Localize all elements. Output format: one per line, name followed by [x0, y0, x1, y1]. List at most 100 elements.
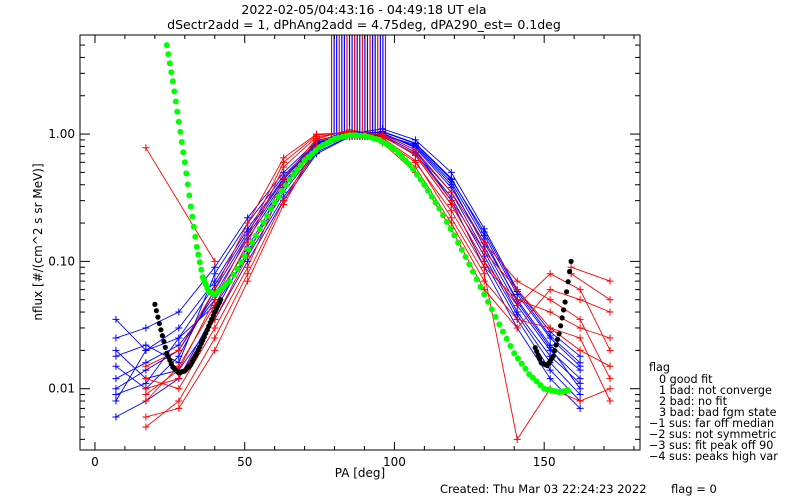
data-point-blue	[447, 175, 455, 183]
green-fit-dot	[515, 355, 521, 362]
green-fit-dot	[230, 271, 237, 278]
data-point-blue	[546, 344, 554, 352]
green-fit-dot	[249, 239, 256, 246]
created-timestamp: Created: Thu Mar 03 22:24:23 2022	[440, 482, 647, 496]
data-point-red	[546, 270, 554, 278]
green-fit-dot	[421, 181, 428, 188]
green-fit-dot	[492, 313, 499, 320]
green-fit-dot	[395, 150, 402, 156]
data-point-blue	[546, 332, 554, 340]
green-fit-dot	[192, 233, 199, 240]
green-fit-dot	[466, 261, 473, 268]
data-point-blue	[112, 315, 120, 323]
black-fit-dot	[156, 320, 162, 327]
black-fit-dot	[567, 268, 573, 275]
green-fit-dot	[169, 78, 176, 85]
x-tick-label: 0	[91, 455, 99, 469]
green-fit-dot	[275, 193, 282, 200]
series-line-blue	[115, 130, 581, 380]
green-fit-dot	[477, 283, 484, 290]
green-fit-dot	[286, 176, 293, 183]
data-point-blue	[112, 352, 120, 360]
data-point-red	[244, 277, 252, 285]
data-point-blue	[480, 228, 488, 236]
green-fit-dot	[226, 278, 233, 285]
green-fit-dot	[171, 88, 178, 95]
black-fit-dot	[153, 308, 159, 314]
green-fit-dot	[196, 259, 203, 266]
green-fit-dot	[425, 187, 432, 194]
data-point-red	[576, 346, 584, 354]
black-fit-dot	[564, 289, 570, 295]
green-fit-dot	[183, 170, 190, 177]
data-point-red	[606, 375, 614, 383]
black-fit-dot	[561, 307, 567, 313]
legend-item: −4 sus: peaks high var	[649, 450, 778, 463]
green-fit-dot	[279, 188, 286, 194]
data-point-blue	[546, 366, 554, 374]
green-fit-dot	[436, 205, 443, 212]
data-point-red	[447, 188, 455, 196]
outlier-line	[145, 147, 216, 262]
data-point-red	[576, 296, 584, 304]
data-point-red	[280, 174, 288, 182]
flag-legend: flag 0 good fit 1 bad: not converge 2 ba…	[649, 361, 778, 463]
black-fit-dot	[559, 315, 565, 321]
green-fit-dot	[500, 328, 506, 335]
green-fit-dot	[398, 153, 405, 160]
fit-curves	[152, 42, 574, 396]
data-point-blue	[576, 359, 584, 367]
data-point-red	[513, 286, 521, 294]
black-fit-dot	[155, 314, 161, 320]
data-point-red	[175, 375, 183, 383]
data-point-red	[513, 277, 521, 285]
green-fit-dot	[181, 159, 188, 166]
data-point-blue	[513, 308, 521, 316]
data-point-blue	[211, 270, 219, 278]
black-fit-dot	[152, 301, 158, 307]
green-fit-dot	[496, 321, 503, 328]
data-point-blue	[447, 168, 455, 176]
y-tick-label: 1.00	[48, 127, 75, 141]
data-point-red	[576, 334, 584, 342]
green-fit-dot	[455, 239, 462, 246]
green-fit-dot	[402, 157, 409, 164]
green-fit-dot	[488, 306, 495, 313]
green-fit-dot	[451, 232, 458, 239]
data-point-red	[606, 346, 614, 354]
data-point-blue	[112, 334, 120, 342]
green-fit-dot	[168, 69, 175, 76]
green-fit-dot	[533, 378, 540, 385]
y-tick-label: 0.01	[48, 382, 75, 396]
data-point-red	[280, 200, 288, 208]
data-point-red	[175, 397, 183, 405]
data-point-red	[142, 362, 150, 370]
black-fit-dot	[158, 327, 164, 333]
green-fit-dot	[565, 387, 572, 394]
legend-item: −2 sus: not symmetric	[649, 428, 776, 441]
green-fit-dot	[294, 167, 301, 173]
data-point-red	[513, 302, 521, 310]
green-fit-dot	[473, 276, 480, 283]
data-point-red	[606, 362, 614, 370]
green-fit-dot	[391, 146, 398, 153]
plot-frame	[79, 34, 641, 451]
green-fit-dot	[428, 193, 435, 200]
data-point-red	[142, 391, 150, 399]
data-point-red	[280, 158, 288, 166]
data-point-blue	[576, 366, 584, 374]
green-fit-dot	[187, 203, 194, 210]
green-fit-dot	[174, 108, 181, 115]
green-fit-dot	[537, 382, 544, 389]
green-fit-dot	[177, 128, 184, 135]
y-tick-label: 0.10	[48, 254, 75, 268]
green-fit-dot	[470, 268, 476, 275]
green-fit-dot	[526, 371, 533, 378]
black-fit-dot	[550, 353, 556, 359]
data-point-red	[480, 270, 488, 278]
green-fit-dot	[198, 266, 205, 273]
data-point-blue	[112, 397, 120, 405]
green-fit-dot	[238, 259, 244, 266]
green-fit-dot	[271, 199, 278, 206]
